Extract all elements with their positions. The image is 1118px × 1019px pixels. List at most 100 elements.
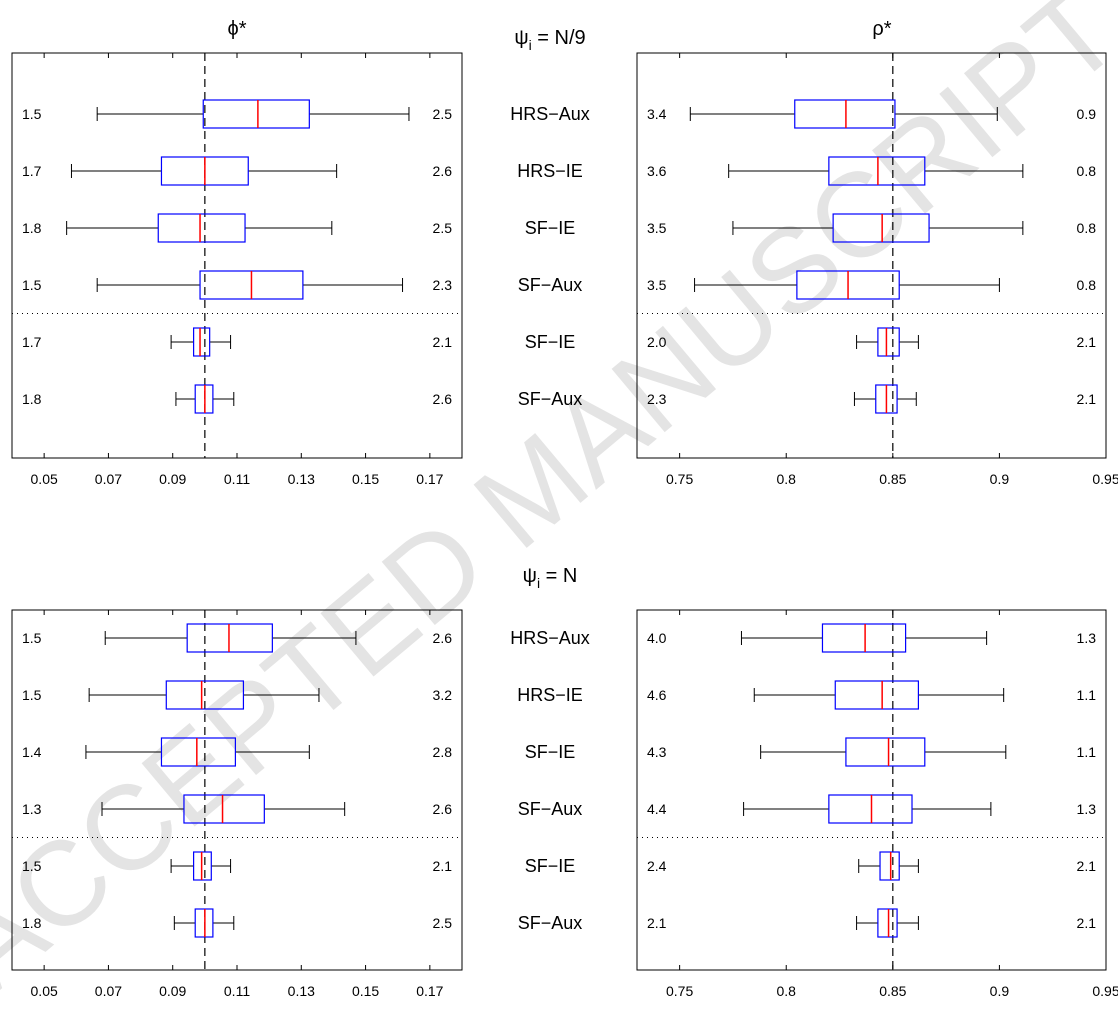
iqr-box (828, 794, 913, 824)
x-tick-label: 0.07 (95, 471, 122, 487)
iqr-box (193, 327, 211, 357)
x-tick-label: 0.85 (879, 983, 906, 999)
iqr-box (165, 680, 245, 710)
box-row: 4.4 1.3 (647, 794, 1097, 824)
panel-top-right: 0.75 0.8 0.85 0.9 0.95 3.4 0.9 3.6 0.8 3.5 0.8 3.5 0… (636, 52, 1118, 487)
title-bottom-rest: = N (540, 565, 577, 587)
row-right-value: 2.6 (433, 163, 453, 179)
row-right-value: 3.2 (433, 687, 453, 703)
x-tick-label: 0.75 (666, 471, 693, 487)
row-left-value: 3.6 (647, 163, 667, 179)
box-row: 1.5 3.2 HRS−IE (22, 680, 583, 710)
row-right-value: 1.1 (1077, 744, 1097, 760)
x-tick-label: 0.11 (224, 471, 250, 487)
x-tick-label: 0.09 (159, 471, 186, 487)
x-tick-label: 0.17 (416, 471, 443, 487)
row-right-value: 2.3 (433, 277, 453, 293)
title-top-subscript: i (529, 37, 532, 53)
title-bottom-subscript: i (537, 575, 540, 591)
row-left-value: 4.4 (647, 801, 667, 817)
row-left-value: 1.5 (22, 630, 42, 646)
x-tick-label: 0.07 (95, 983, 122, 999)
row-left-value: 1.5 (22, 277, 42, 293)
row-right-value: 2.1 (1077, 334, 1097, 350)
iqr-box (845, 737, 926, 767)
iqr-box (157, 213, 246, 243)
row-right-value: 0.8 (1077, 220, 1097, 236)
iqr-box (186, 623, 273, 653)
row-left-value: 2.1 (647, 915, 667, 931)
x-tick-label: 0.09 (159, 983, 186, 999)
box-row: 3.6 0.8 (647, 156, 1096, 186)
row-left-value: 2.3 (647, 391, 667, 407)
iqr-box (194, 384, 214, 414)
row-left-value: 1.5 (22, 858, 42, 874)
row-left-value: 1.5 (22, 687, 42, 703)
axes-frame (636, 52, 1107, 459)
x-tick-label: 0.95 (1092, 983, 1118, 999)
panel-bottom-right: 0.75 0.8 0.85 0.9 0.95 4.0 1.3 4.6 1.1 4.3 1.1 4.4 1… (636, 609, 1118, 999)
iqr-box (193, 851, 212, 881)
row-left-value: 2.4 (647, 858, 667, 874)
panel-top-left: 0.05 0.07 0.09 0.11 0.13 0.15 0.17 1.5 2.5 HRS−Au… (11, 52, 590, 487)
x-tick-label: 0.85 (879, 471, 906, 487)
x-tick-label: 0.9 (990, 471, 1010, 487)
row-method-label: SF−Aux (518, 799, 583, 819)
header-phi-star: ϕ* (228, 18, 247, 40)
axes-frame (636, 609, 1107, 971)
panel-bottom-left: 0.05 0.07 0.09 0.11 0.13 0.15 0.17 1.5 2.6 HRS−Au… (11, 609, 590, 999)
row-right-value: 2.5 (433, 106, 453, 122)
header-rho-star: ρ* (872, 18, 891, 40)
row-method-label: HRS−IE (517, 161, 583, 181)
x-tick-label: 0.05 (31, 983, 58, 999)
row-right-value: 2.6 (433, 801, 453, 817)
row-right-value: 2.5 (433, 915, 453, 931)
row-right-value: 1.1 (1077, 687, 1097, 703)
box-row: 1.5 2.6 HRS−Aux (22, 623, 590, 653)
x-tick-label: 0.17 (416, 983, 443, 999)
iqr-box (202, 99, 310, 129)
x-tick-label: 0.95 (1092, 471, 1118, 487)
box-row: 1.8 2.5 SF−IE (22, 213, 575, 243)
row-right-value: 1.3 (1077, 801, 1097, 817)
row-right-value: 2.6 (433, 630, 453, 646)
row-left-value: 4.0 (647, 630, 667, 646)
row-right-value: 2.8 (433, 744, 453, 760)
row-right-value: 2.5 (433, 220, 453, 236)
row-right-value: 2.6 (433, 391, 453, 407)
iqr-box (879, 851, 900, 881)
x-tick-label: 0.05 (31, 471, 58, 487)
row-right-value: 1.3 (1077, 630, 1097, 646)
box-row: 4.3 1.1 (647, 737, 1097, 767)
iqr-box (160, 737, 236, 767)
row-right-value: 2.1 (433, 858, 453, 874)
title-top-symbol: ψ (514, 27, 528, 49)
row-left-value: 1.5 (22, 106, 42, 122)
x-tick-label: 0.8 (776, 983, 796, 999)
box-row: 1.5 2.5 HRS−Aux (22, 99, 590, 129)
iqr-box (877, 327, 900, 357)
box-row: 4.6 1.1 (647, 680, 1097, 710)
box-row: 1.3 2.6 SF−Aux (22, 794, 583, 824)
row-method-label: SF−IE (525, 742, 576, 762)
row-left-value: 4.6 (647, 687, 667, 703)
row-method-label: SF−Aux (518, 389, 583, 409)
x-tick-label: 0.13 (288, 983, 315, 999)
x-tick-label: 0.8 (776, 471, 796, 487)
iqr-box (832, 213, 930, 243)
row-method-label: SF−Aux (518, 913, 583, 933)
box-row: 3.4 0.9 (647, 99, 1097, 129)
box-row: 3.5 0.8 (647, 270, 1096, 300)
row-method-label: HRS−Aux (510, 104, 590, 124)
row-right-value: 2.1 (1077, 391, 1097, 407)
row-right-value: 0.9 (1077, 106, 1097, 122)
row-left-value: 2.0 (647, 334, 667, 350)
row-method-label: SF−Aux (518, 275, 583, 295)
panels-group: 0.05 0.07 0.09 0.11 0.13 0.15 0.17 1.5 2.5 HRS−Au… (11, 52, 1118, 999)
row-left-value: 1.8 (22, 915, 42, 931)
box-row: 1.4 2.8 SF−IE (22, 737, 576, 767)
x-tick-label: 0.15 (352, 471, 379, 487)
row-left-value: 3.4 (647, 106, 667, 122)
title-top-center: ψi = N/9 (514, 27, 585, 53)
